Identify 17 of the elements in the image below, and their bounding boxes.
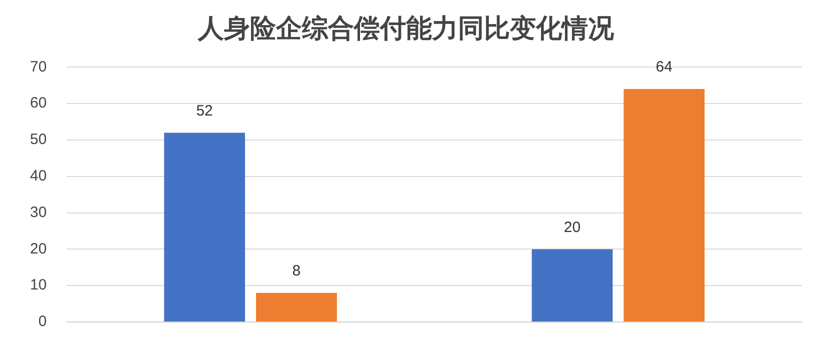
y-tick-label: 70 xyxy=(30,58,47,76)
data-label: 20 xyxy=(564,218,581,236)
y-tick-label: 40 xyxy=(30,168,47,185)
data-label: 8 xyxy=(292,262,301,280)
bar xyxy=(164,132,245,322)
y-tick-label: 20 xyxy=(30,240,47,258)
y-tick-label: 30 xyxy=(30,204,47,221)
y-tick-label: 10 xyxy=(30,276,47,294)
y-tick-label: 0 xyxy=(38,313,47,330)
y-tick-label: 50 xyxy=(30,131,47,148)
bar xyxy=(532,249,613,322)
data-label: 52 xyxy=(196,102,213,120)
y-tick-label: 60 xyxy=(30,94,47,112)
bar xyxy=(256,292,337,322)
data-label: 64 xyxy=(656,58,672,76)
chart-title: 人身险企综合偿付能力同比变化情况 xyxy=(197,12,615,43)
bar xyxy=(624,89,705,322)
